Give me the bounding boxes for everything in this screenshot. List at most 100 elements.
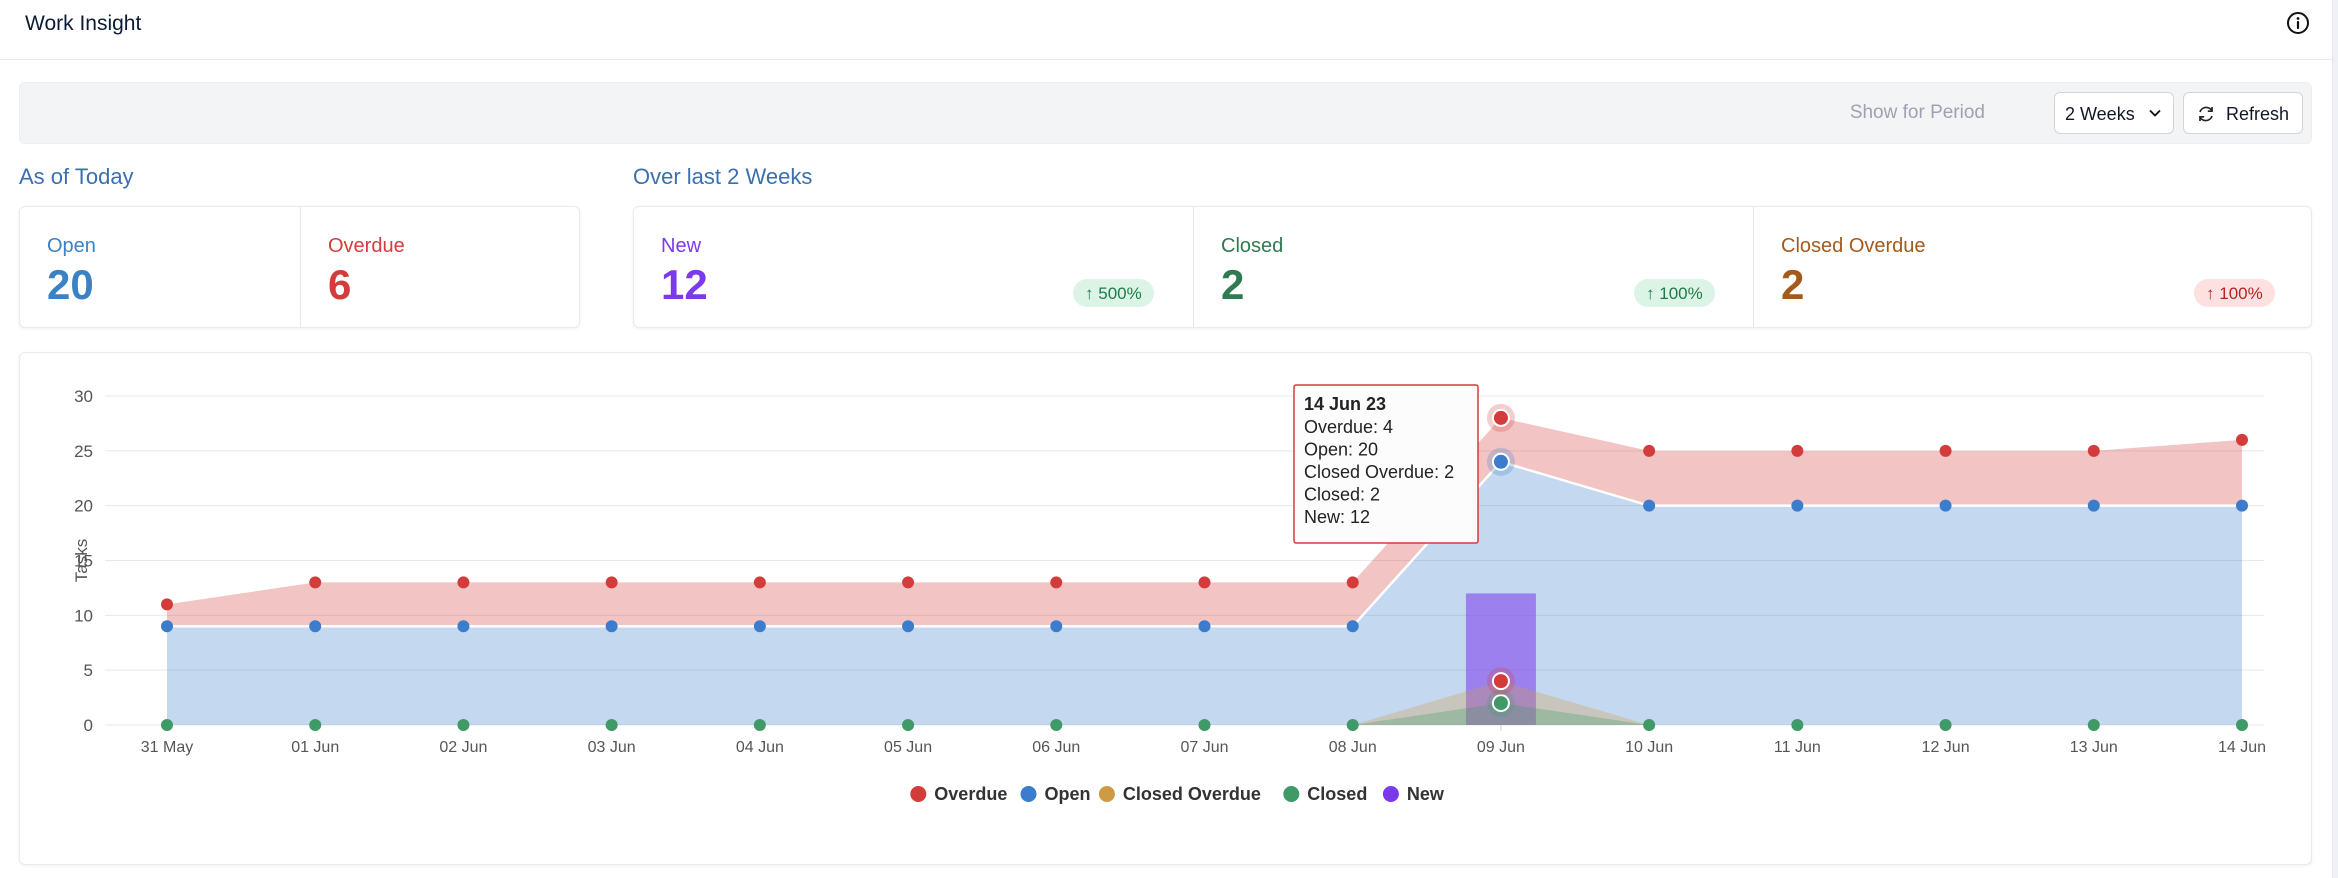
- y-tick-label: 30: [74, 387, 93, 406]
- open-point: [309, 620, 322, 633]
- x-tick-label: 08 Jun: [1329, 739, 1377, 756]
- closed-point: [161, 719, 173, 731]
- x-tick-label: 09 Jun: [1477, 739, 1525, 756]
- stat-new-value: 12: [661, 261, 708, 308]
- open-point: [753, 620, 766, 633]
- open-point: [1346, 620, 1359, 633]
- stat-closed-value: 2: [1221, 261, 1245, 308]
- legend-marker: [1382, 786, 1399, 802]
- closed-point: [902, 719, 915, 731]
- divider: [1193, 207, 1194, 327]
- stat-open[interactable]: Open 20: [20, 207, 300, 327]
- open-point: [605, 620, 618, 633]
- closed-point: [309, 719, 322, 731]
- stat-closed[interactable]: Closed 2 ↑ 100%: [1194, 207, 1753, 327]
- overdue-point: [1198, 576, 1211, 589]
- refresh-icon: [2199, 106, 2213, 122]
- x-tick-label: 12 Jun: [1922, 739, 1970, 756]
- tooltip-line: Closed Overdue: 2: [1304, 462, 1454, 482]
- y-tick-label: 20: [74, 497, 93, 516]
- closed-point: [1939, 719, 1952, 731]
- overdue-point: [605, 576, 618, 589]
- x-tick-label: 03 Jun: [588, 739, 636, 756]
- stat-new-label: New: [661, 235, 702, 257]
- closed-point: [605, 719, 618, 731]
- closed-point: [457, 719, 470, 731]
- chart-card: 0 5 10 15 20 25 30 Tasks 31 May 01 Jun 02 Jun 03 Ju…: [19, 352, 2312, 865]
- closed-overdue-point: [1491, 672, 1510, 691]
- stat-closed-overdue[interactable]: Closed Overdue 2 ↑ 100%: [1754, 207, 2312, 327]
- closed-point: [2087, 719, 2100, 731]
- header-bar: Work Insight: [0, 0, 2332, 60]
- info-icon[interactable]: [2286, 11, 2310, 35]
- arrow-up-icon: ↑: [1646, 284, 1655, 303]
- stat-open-value: 20: [47, 261, 94, 308]
- legend-label: New: [1407, 784, 1445, 804]
- arrow-up-icon: ↑: [2206, 284, 2215, 303]
- open-point: [1491, 452, 1510, 471]
- closed-point: [1491, 694, 1510, 713]
- closed-point: [1050, 719, 1063, 731]
- stat-closed-overdue-badge: ↑ 100%: [2194, 279, 2275, 307]
- overdue-point: [1491, 408, 1510, 427]
- open-point: [1643, 499, 1656, 512]
- open-point: [1050, 620, 1063, 633]
- period-select[interactable]: 2 Weeks: [2054, 92, 2174, 134]
- stat-overdue-value: 6: [328, 261, 352, 308]
- stat-closed-badge: ↑ 100%: [1634, 279, 1715, 307]
- legend-marker: [1098, 786, 1115, 802]
- tooltip-box: [1293, 384, 1479, 544]
- closed-point: [753, 719, 766, 731]
- open-point: [2236, 499, 2248, 512]
- stat-new-badge: ↑ 500%: [1073, 279, 1154, 307]
- stat-new-badge-value: 500%: [1098, 284, 1142, 303]
- closed-point: [2236, 719, 2248, 731]
- y-tick-label: 5: [84, 661, 93, 680]
- x-tick-label: 07 Jun: [1180, 739, 1228, 756]
- closed-point: [1791, 719, 1804, 731]
- closed-point: [1346, 719, 1359, 731]
- stat-closed-overdue-value: 2: [1781, 261, 1805, 308]
- overdue-point: [309, 576, 322, 589]
- overdue-point: [1939, 444, 1952, 457]
- period-section-title: Over last 2 Weeks: [633, 164, 813, 189]
- legend-label: Closed: [1307, 784, 1367, 804]
- x-tick-label: 13 Jun: [2070, 739, 2118, 756]
- closed-point: [1643, 719, 1656, 731]
- right-edge: [2332, 0, 2338, 878]
- x-tick-label: 06 Jun: [1032, 739, 1080, 756]
- stat-open-label: Open: [47, 235, 96, 257]
- stat-new[interactable]: New 12 ↑ 500%: [634, 207, 1193, 327]
- tooltip-line: New: 12: [1304, 507, 1370, 527]
- overdue-point: [161, 598, 173, 611]
- stat-overdue[interactable]: Overdue 6: [301, 207, 580, 327]
- stat-closed-label: Closed: [1221, 235, 1284, 257]
- overdue-point: [457, 576, 470, 589]
- y-tick-label: 0: [84, 716, 93, 735]
- x-tick-label: 11 Jun: [1774, 739, 1821, 756]
- refresh-button[interactable]: Refresh: [2183, 92, 2303, 134]
- x-tick-label: 02 Jun: [439, 739, 487, 756]
- x-tick-label: 14 Jun: [2218, 739, 2266, 756]
- today-stats-card: Open 20 Overdue 6: [19, 206, 580, 328]
- legend-marker: [1020, 786, 1037, 802]
- refresh-label: Refresh: [2226, 104, 2290, 124]
- x-tick-label: 04 Jun: [736, 739, 784, 756]
- stat-overdue-label: Overdue: [328, 235, 405, 257]
- overdue-point: [902, 576, 915, 589]
- open-point: [161, 620, 173, 633]
- legend-label: Closed Overdue: [1123, 784, 1261, 804]
- stat-closed-badge-value: 100%: [1659, 284, 1703, 303]
- y-tick-label: 25: [74, 442, 93, 461]
- period-select-value: 2 Weeks: [2065, 104, 2135, 124]
- divider: [1753, 207, 1754, 327]
- arrow-up-icon: ↑: [1085, 284, 1094, 303]
- tasks-chart: 0 5 10 15 20 25 30 Tasks 31 May 01 Jun 02 Jun 03 Ju…: [72, 384, 2266, 804]
- overdue-point: [1791, 444, 1804, 457]
- stat-closed-overdue-label: Closed Overdue: [1781, 235, 1926, 257]
- open-point: [1939, 499, 1952, 512]
- open-point: [457, 620, 470, 633]
- open-point: [902, 620, 915, 633]
- stat-closed-overdue-badge-value: 100%: [2219, 284, 2263, 303]
